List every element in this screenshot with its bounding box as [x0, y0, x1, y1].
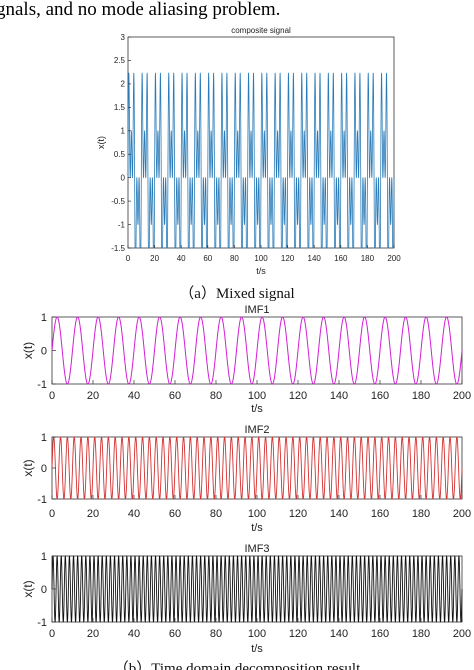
caption-a: （a）Mixed signal [179, 285, 294, 302]
x-tick-label: 100 [248, 390, 266, 402]
x-tick-label: 200 [453, 508, 471, 520]
x-tick-label: 120 [289, 628, 307, 640]
y-tick-label: 1 [121, 127, 126, 136]
y-tick-label: 2.5 [114, 56, 126, 65]
x-tick-label: 40 [177, 254, 186, 263]
x-axis-label: t/s [251, 403, 263, 415]
x-tick-label: 0 [49, 508, 55, 520]
y-tick-label: 2 [121, 80, 126, 89]
x-tick-label: 40 [128, 390, 140, 402]
y-tick-label: -1 [37, 379, 47, 391]
series-line [51, 436, 463, 500]
series-line [51, 316, 463, 385]
x-tick-label: 60 [203, 254, 212, 263]
x-tick-label: 140 [308, 254, 322, 263]
y-tick-label: 1.5 [114, 103, 126, 112]
y-tick-label: 1 [41, 551, 47, 563]
x-tick-label: 180 [361, 254, 375, 263]
x-tick-label: 160 [334, 254, 348, 263]
series-line [127, 72, 395, 249]
y-tick-label: 3 [121, 33, 126, 42]
x-tick-label: 140 [330, 628, 348, 640]
y-tick-label: 0.5 [114, 150, 126, 159]
y-tick-label: 0 [41, 463, 47, 475]
panel-imf1: 0 20 40 60 80 100 120 140 160 180 200-101IMF1t/sx(… [21, 304, 471, 415]
x-tick-label: 180 [412, 390, 430, 402]
panel-imf2: 0 20 40 60 80 100 120 140 160 180 200-101IMF2t/sx(… [21, 424, 471, 534]
x-tick-label: 100 [248, 628, 266, 640]
x-tick-label: 180 [412, 508, 430, 520]
chart-title: IMF1 [244, 304, 269, 316]
x-tick-label: 20 [87, 390, 99, 402]
x-tick-label: 100 [254, 254, 268, 263]
x-axis-label: t/s [251, 643, 263, 655]
y-axis-label: x(t) [21, 459, 35, 476]
x-tick-label: 20 [150, 254, 159, 263]
x-tick-label: 0 [126, 254, 131, 263]
x-tick-label: 180 [412, 628, 430, 640]
y-axis-label: x(t) [96, 136, 106, 149]
x-tick-label: 160 [371, 390, 389, 402]
x-tick-label: 160 [371, 628, 389, 640]
x-tick-label: 60 [169, 628, 181, 640]
x-tick-label: 200 [453, 628, 471, 640]
x-tick-label: 20 [87, 508, 99, 520]
chart-title: composite signal [231, 26, 291, 35]
x-tick-label: 120 [289, 390, 307, 402]
x-tick-label: 80 [210, 390, 222, 402]
y-tick-label: -1 [37, 617, 47, 629]
x-tick-label: 60 [169, 508, 181, 520]
y-axis-label: x(t) [21, 342, 35, 359]
chart-title: IMF3 [244, 543, 269, 555]
y-tick-label: -1 [37, 494, 47, 506]
x-tick-label: 200 [387, 254, 401, 263]
y-tick-label: 0 [41, 584, 47, 596]
y-tick-label: 0 [121, 173, 126, 182]
x-tick-label: 40 [128, 508, 140, 520]
chart-title: IMF2 [244, 424, 269, 436]
x-tick-label: 80 [210, 628, 222, 640]
x-tick-label: 80 [230, 254, 239, 263]
x-tick-label: 140 [330, 508, 348, 520]
x-axis-label: t/s [256, 266, 266, 276]
y-tick-label: -1 [118, 220, 126, 229]
panel-composite-signal: 0 20 40 60 80 100 120 140 160 180 200 -1.5 -1 -0.5 0 0.… [96, 26, 401, 276]
x-tick-label: 80 [210, 508, 222, 520]
x-tick-label: 20 [87, 628, 99, 640]
x-tick-label: 100 [248, 508, 266, 520]
x-tick-label: 40 [128, 628, 140, 640]
x-tick-label: 200 [453, 390, 471, 402]
y-tick-label: 0 [41, 345, 47, 357]
y-tick-label: -1.5 [111, 244, 125, 253]
y-tick-label: 1 [41, 432, 47, 444]
panel-imf3: 0 20 40 60 80 100 120 140 160 180 200-101IMF3t/sx(… [21, 543, 471, 655]
x-tick-label: 0 [49, 628, 55, 640]
y-axis-label: x(t) [21, 580, 35, 597]
y-tick-label: -0.5 [111, 197, 125, 206]
x-tick-label: 60 [169, 390, 181, 402]
x-tick-label: 160 [371, 508, 389, 520]
x-tick-label: 120 [289, 508, 307, 520]
caption-b: （b）Time domain decomposition result [114, 660, 361, 670]
header-text: gnals, and no mode aliasing problem. [0, 0, 280, 20]
series-line [51, 555, 463, 623]
x-tick-label: 120 [281, 254, 295, 263]
x-tick-label: 140 [330, 390, 348, 402]
x-tick-label: 0 [49, 390, 55, 402]
plot-panels: 0 20 40 60 80 100 120 140 160 180 200-1.5-1-0.500.… [21, 26, 471, 655]
y-tick-label: 1 [41, 312, 47, 324]
x-axis-label: t/s [251, 522, 263, 534]
